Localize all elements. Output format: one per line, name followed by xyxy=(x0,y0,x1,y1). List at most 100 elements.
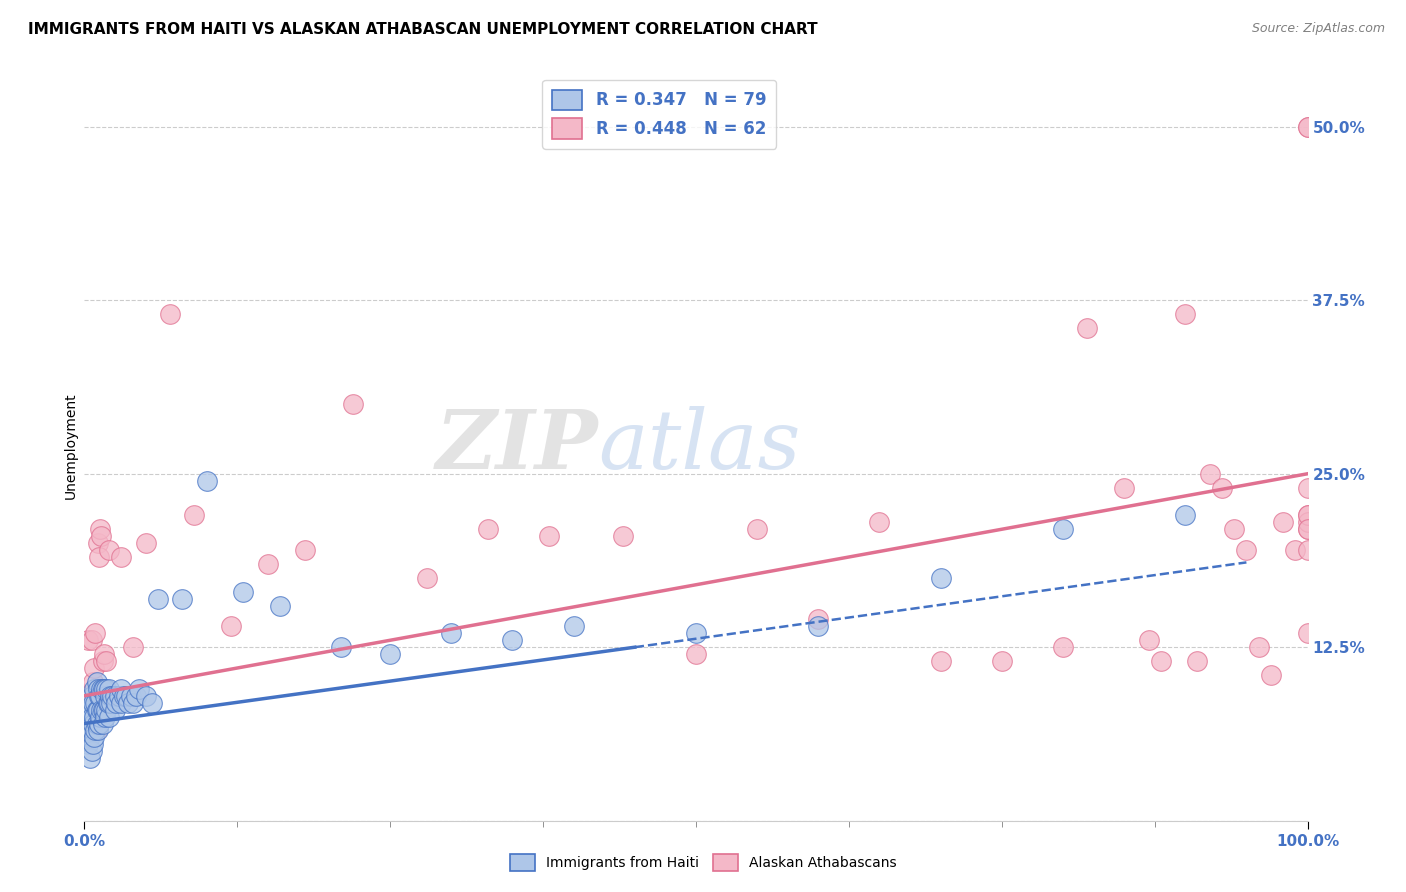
Point xyxy=(79,731,101,745)
Point xyxy=(87,681,110,696)
Point xyxy=(380,647,402,661)
Point xyxy=(294,543,316,558)
Point xyxy=(91,716,114,731)
Point xyxy=(87,536,110,550)
Point xyxy=(77,709,100,723)
Text: Source: ZipAtlas.com: Source: ZipAtlas.com xyxy=(1251,22,1385,36)
Point xyxy=(104,703,127,717)
Point xyxy=(159,307,181,321)
Point xyxy=(82,737,104,751)
Point xyxy=(1223,522,1246,536)
Point xyxy=(120,689,142,703)
Point xyxy=(90,529,112,543)
Point xyxy=(86,723,108,738)
Point xyxy=(929,654,952,668)
Point xyxy=(96,681,118,696)
Point xyxy=(257,557,280,571)
Point xyxy=(86,716,108,731)
Point xyxy=(89,709,111,723)
Point xyxy=(1296,120,1319,134)
Point xyxy=(96,703,118,717)
Point xyxy=(97,696,120,710)
Point xyxy=(342,397,364,411)
Point xyxy=(97,709,120,723)
Text: IMMIGRANTS FROM HAITI VS ALASKAN ATHABASCAN UNEMPLOYMENT CORRELATION CHART: IMMIGRANTS FROM HAITI VS ALASKAN ATHABAS… xyxy=(28,22,818,37)
Point xyxy=(125,689,148,703)
Y-axis label: Unemployment: Unemployment xyxy=(63,392,77,500)
Point xyxy=(87,703,110,717)
Point xyxy=(101,689,124,703)
Point xyxy=(82,674,104,689)
Point xyxy=(91,703,114,717)
Point xyxy=(104,689,127,703)
Point xyxy=(502,633,524,648)
Point xyxy=(97,696,120,710)
Point xyxy=(83,681,105,696)
Point xyxy=(219,619,242,633)
Point xyxy=(269,599,291,613)
Point xyxy=(83,661,105,675)
Point xyxy=(1296,120,1319,134)
Point xyxy=(79,703,101,717)
Point xyxy=(83,731,105,745)
Point xyxy=(1150,654,1173,668)
Point xyxy=(94,689,117,703)
Point xyxy=(96,654,118,668)
Point xyxy=(93,647,115,661)
Point xyxy=(1076,321,1098,335)
Point xyxy=(77,731,100,745)
Point xyxy=(97,681,120,696)
Point xyxy=(1296,516,1319,530)
Point xyxy=(117,696,139,710)
Point xyxy=(104,689,127,703)
Point xyxy=(79,751,101,765)
Point xyxy=(105,696,128,710)
Point xyxy=(1296,543,1319,558)
Point xyxy=(135,536,157,550)
Point xyxy=(84,626,107,640)
Point xyxy=(80,633,103,648)
Point xyxy=(91,654,114,668)
Point xyxy=(1296,522,1319,536)
Point xyxy=(86,703,108,717)
Point xyxy=(77,731,100,745)
Point xyxy=(747,522,769,536)
Point xyxy=(232,584,254,599)
Point xyxy=(77,633,100,648)
Point xyxy=(80,744,103,758)
Point xyxy=(77,703,100,717)
Point xyxy=(110,696,132,710)
Point xyxy=(477,522,499,536)
Point xyxy=(79,716,101,731)
Point xyxy=(89,689,111,703)
Point xyxy=(112,689,135,703)
Text: ZIP: ZIP xyxy=(436,406,598,486)
Point xyxy=(91,681,114,696)
Point xyxy=(128,681,150,696)
Point xyxy=(416,571,439,585)
Point xyxy=(1284,543,1306,558)
Point xyxy=(90,681,112,696)
Point xyxy=(122,640,145,655)
Point xyxy=(141,696,163,710)
Point xyxy=(538,529,561,543)
Point xyxy=(1296,626,1319,640)
Point xyxy=(94,709,117,723)
Point xyxy=(807,619,830,633)
Point xyxy=(82,696,104,710)
Point xyxy=(685,626,707,640)
Point xyxy=(122,696,145,710)
Point xyxy=(1247,640,1270,655)
Point xyxy=(76,723,98,738)
Point xyxy=(1174,307,1197,321)
Point xyxy=(110,549,132,564)
Point xyxy=(87,716,110,731)
Legend: R = 0.347   N = 79, R = 0.448   N = 62: R = 0.347 N = 79, R = 0.448 N = 62 xyxy=(543,79,776,149)
Point xyxy=(98,689,121,703)
Point xyxy=(1211,481,1233,495)
Point xyxy=(80,689,103,703)
Point xyxy=(76,709,98,723)
Point xyxy=(929,571,952,585)
Point xyxy=(89,522,111,536)
Point xyxy=(612,529,634,543)
